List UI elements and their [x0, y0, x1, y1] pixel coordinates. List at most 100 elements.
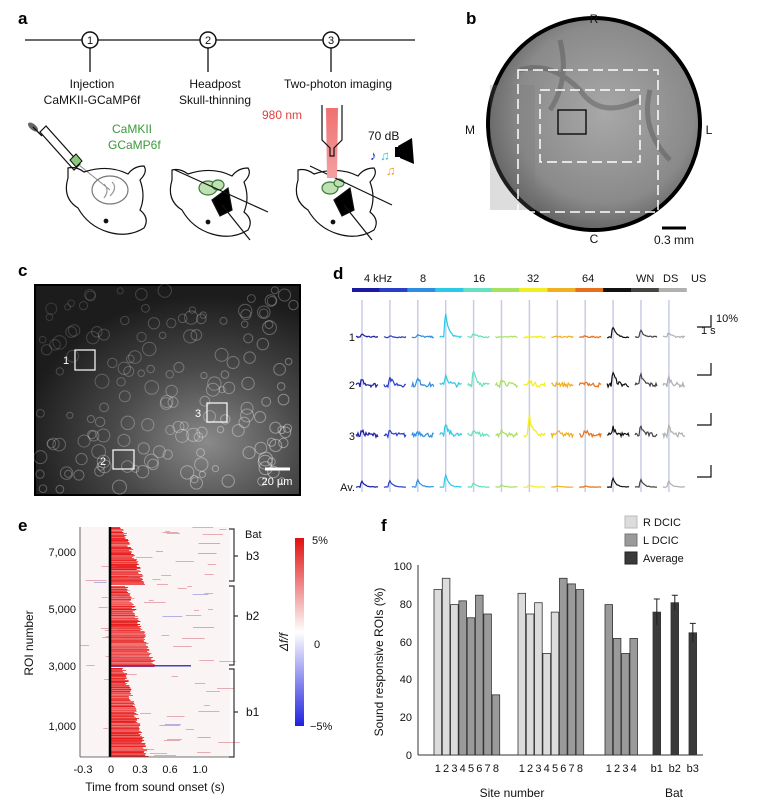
heatmap-row — [111, 650, 150, 651]
x-tick-label: 3 — [622, 763, 628, 775]
heatmap-row — [111, 548, 132, 549]
heatmap-row — [111, 542, 130, 543]
heatmap-row — [111, 700, 131, 701]
cell — [40, 344, 53, 356]
step-number: 3 — [328, 35, 334, 47]
y-tick-label: 7,000 — [48, 547, 76, 559]
cell — [243, 333, 254, 344]
heatmap-row — [111, 652, 149, 653]
cell — [67, 299, 75, 308]
bar — [688, 632, 697, 756]
heatmap-row — [111, 544, 130, 545]
heatmap-row — [111, 729, 140, 730]
y-tick-label: 40 — [400, 674, 412, 686]
cell — [165, 425, 176, 436]
heatmap-row — [111, 657, 153, 658]
heatmap-noise — [198, 711, 220, 712]
heatmap-row — [111, 569, 137, 570]
x-tick-label: 1.0 — [192, 764, 207, 776]
heatmap-row — [111, 554, 134, 555]
heatmap-noise — [173, 646, 192, 647]
heatmap-noise — [103, 728, 108, 729]
trace — [662, 479, 685, 488]
heatmap-row — [111, 583, 145, 584]
heatmap-row — [111, 743, 146, 744]
heatmap-row — [111, 665, 191, 667]
freq-label: 16 — [473, 273, 485, 285]
heatmap-row — [111, 675, 126, 676]
stimulus-onset-lines — [361, 300, 670, 492]
trace — [523, 335, 546, 339]
freq-label: US — [691, 273, 706, 285]
scale-bars — [697, 315, 712, 478]
heatmap-row — [111, 605, 133, 606]
cell — [284, 357, 293, 366]
cell — [173, 361, 185, 373]
heatmap-noise — [104, 630, 118, 631]
bar — [670, 602, 679, 756]
trace — [495, 428, 519, 439]
heatmap-row — [111, 741, 143, 742]
heatmap-row — [111, 604, 134, 605]
cell — [94, 373, 110, 389]
cell — [282, 423, 293, 433]
heatmap-row — [111, 624, 141, 625]
heatmap-row — [111, 546, 128, 547]
heatmap-row — [111, 534, 125, 535]
step-circle — [322, 31, 340, 49]
heatmap-noise — [148, 600, 154, 601]
cell — [112, 479, 127, 495]
heatmap-row — [111, 699, 130, 700]
heatmap-row — [111, 601, 130, 602]
freq-label: 8 — [420, 273, 426, 285]
panel-label-b: b — [466, 9, 476, 28]
heatmap-row — [111, 669, 122, 670]
heatmap-row — [111, 725, 141, 726]
heatmap-noise — [162, 532, 179, 533]
x-ticks: -0.3 0 0.3 0.6 1.0 — [74, 764, 208, 776]
heatmap-noise — [128, 576, 144, 577]
cell — [259, 308, 269, 318]
cell — [211, 464, 220, 473]
cell — [47, 437, 60, 451]
heatmap-row — [111, 599, 132, 600]
panel-a: a 1 Injection CaMKII-GCaMP6f 2 Headpost … — [18, 9, 415, 241]
mouse-head-icon — [169, 167, 269, 241]
heatmap-row — [111, 634, 146, 635]
legend-swatch — [624, 533, 638, 547]
trace — [494, 378, 518, 389]
heatmap-row — [111, 539, 128, 540]
heatmap-row — [111, 586, 125, 587]
cell — [222, 381, 236, 395]
heatmap-row — [111, 704, 135, 705]
cell — [277, 393, 290, 406]
cell — [267, 457, 276, 466]
heatmap-row — [111, 753, 147, 754]
bar — [475, 594, 484, 756]
cell — [147, 458, 159, 471]
cell — [200, 371, 208, 380]
heatmap-noise — [197, 752, 211, 753]
heatmap-noise — [164, 740, 181, 741]
scale-bar — [697, 465, 712, 478]
cell — [117, 361, 131, 375]
heatmap-row — [111, 664, 155, 665]
heatmap-noise — [219, 529, 227, 530]
stimulus-color-segment — [658, 288, 687, 292]
heatmap-row — [111, 626, 141, 627]
heatmap-row — [111, 541, 128, 542]
heatmap-row — [111, 593, 131, 594]
heatmap-noise — [98, 607, 108, 608]
heatmap-row — [111, 597, 132, 598]
freq-label: 4 kHz — [364, 273, 392, 285]
heatmap-noise — [149, 753, 168, 754]
heatmap-row — [111, 674, 128, 675]
heatmap-row — [111, 647, 149, 648]
heatmap-noise — [128, 598, 135, 599]
heatmap-row — [111, 649, 150, 650]
heatmap-row — [111, 724, 141, 725]
mouse-head-icon — [295, 165, 393, 241]
x-tick-label: b1 — [651, 763, 663, 775]
trace — [355, 479, 379, 489]
two-photon-image — [34, 284, 301, 496]
